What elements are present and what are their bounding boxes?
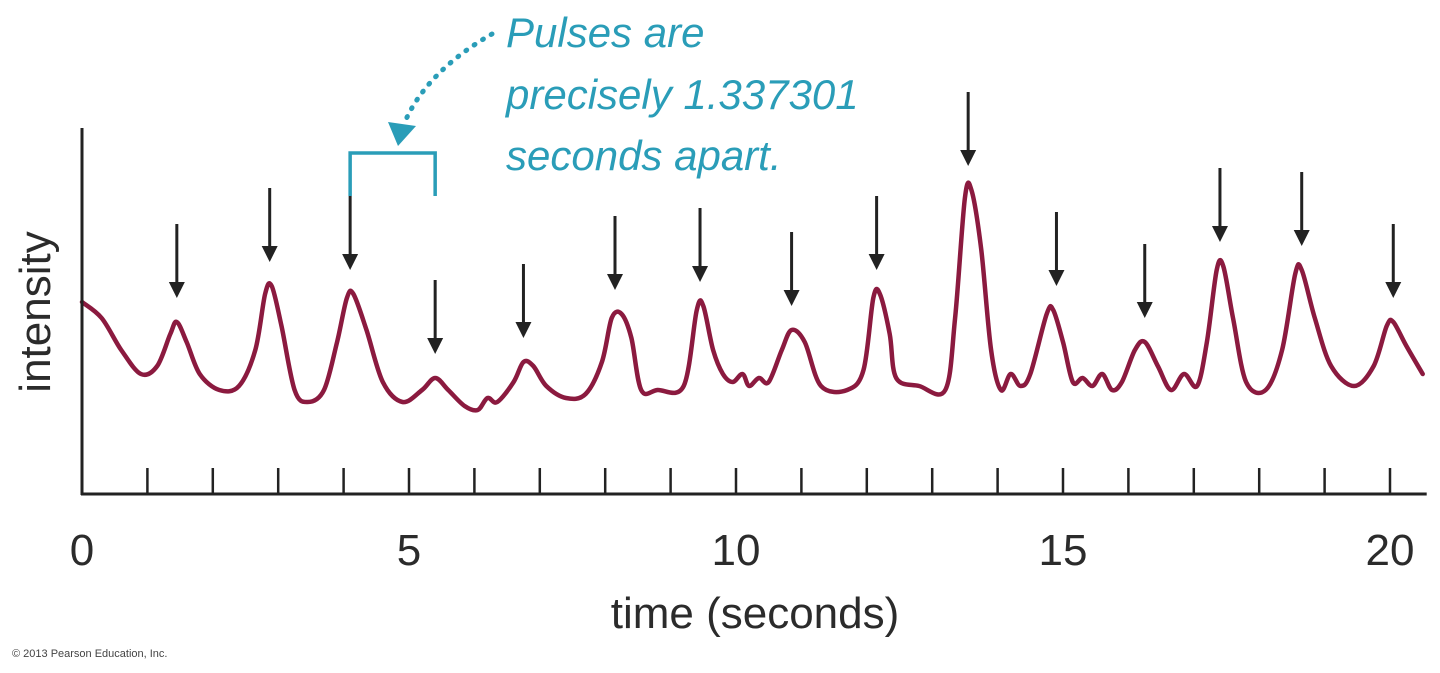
pulse-arrow [960,92,977,166]
pulse-arrow [168,224,185,298]
pulse-arrow [342,196,359,270]
minor-ticks [146,468,1392,494]
series-line-intensity [79,180,1425,413]
annotation-line-2: precisely 1.337301 [504,71,859,118]
pulse-interval-bracket [348,151,437,196]
x-tick-label: 15 [1039,526,1088,575]
pulse-arrow [868,196,885,270]
pulse-arrows [168,92,1402,354]
annotation-dotted-arrow [401,31,495,127]
pulse-arrow [515,264,532,338]
pulse-arrow [1211,168,1228,242]
pulse-arrow [1136,244,1153,318]
x-axis-label: time (seconds) [611,589,900,638]
pulse-arrow [692,208,709,282]
x-tick-label: 20 [1366,526,1415,575]
pulse-annotation: Pulses are precisely 1.337301 seconds ap… [348,9,859,196]
y-axis-label: intensity [11,231,60,392]
annotation-line-1: Pulses are [506,9,704,56]
pulse-arrow [1048,212,1065,286]
pulse-arrow [427,280,444,354]
copyright-notice: © 2013 Pearson Education, Inc. [12,648,167,660]
pulse-arrow [261,188,278,262]
annotation-arrowhead [388,122,416,146]
x-tick-labels: 0 5 10 15 20 [70,526,1415,575]
x-tick-label: 5 [397,526,421,575]
x-tick-label: 10 [712,526,761,575]
pulse-arrow [607,216,624,290]
pulse-arrow [1293,172,1310,246]
pulse-arrow [1385,224,1402,298]
x-tick-label: 0 [70,526,94,575]
annotation-line-3: seconds apart. [506,132,782,179]
pulse-arrow [783,232,800,306]
